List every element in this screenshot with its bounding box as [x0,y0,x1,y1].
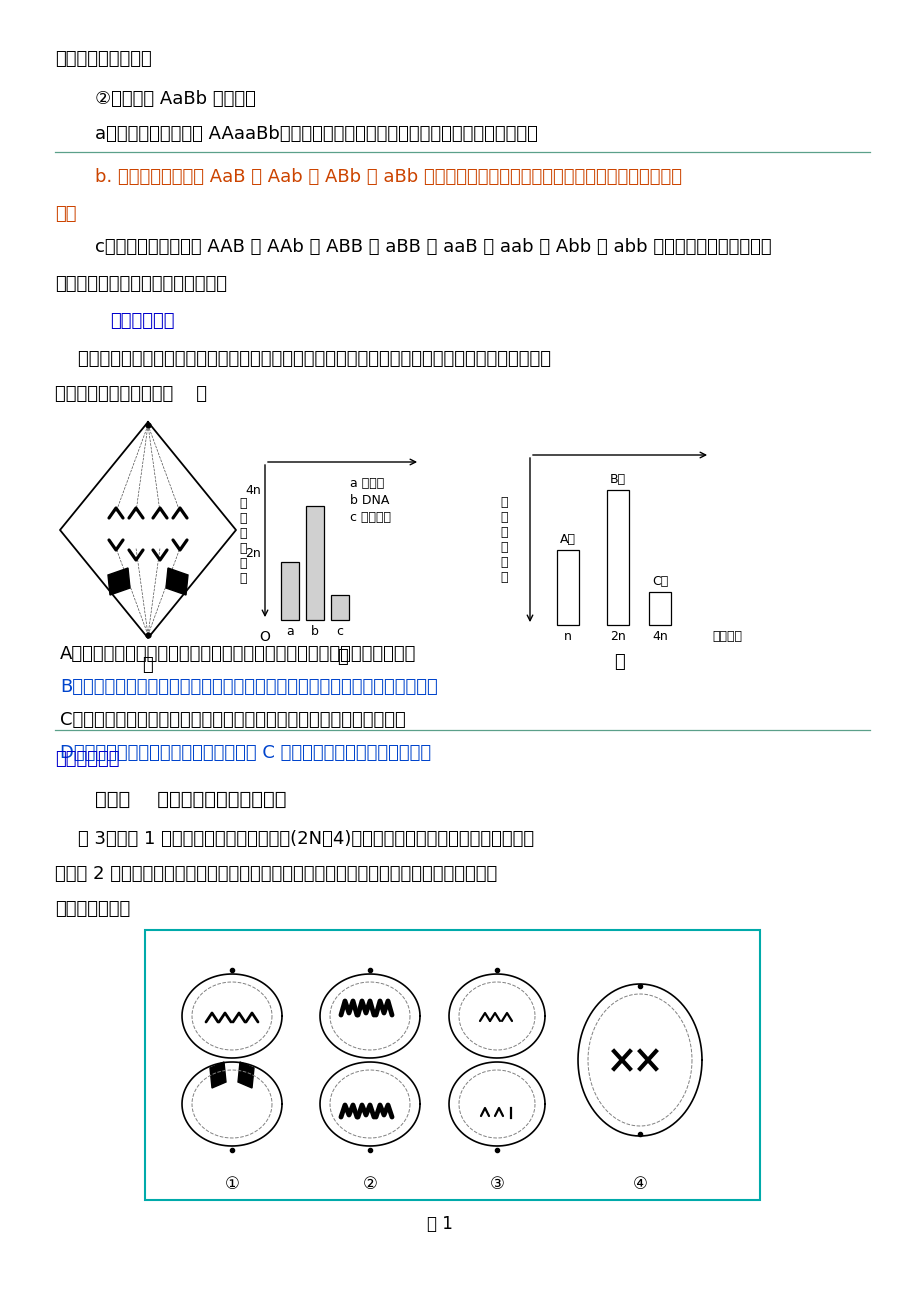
Text: 妹染色单体未分开。: 妹染色单体未分开。 [55,49,152,68]
Text: ④: ④ [632,1174,647,1193]
Text: a．若形成的子细胞是 AAaaBb，则形成原因是有丝分裂过程中姐妹染色单体未分开；: a．若形成的子细胞是 AAaaBb，则形成原因是有丝分裂过程中姐妹染色单体未分开… [95,125,538,143]
Polygon shape [210,1062,226,1088]
Polygon shape [108,568,130,595]
Text: 分裂过程中，姐妹染色单体未分开。: 分裂过程中，姐妹染色单体未分开。 [55,275,227,293]
Text: 丙: 丙 [614,654,625,671]
Bar [280,561,299,620]
Text: 甲: 甲 [142,656,153,674]
Text: a 染色体: a 染色体 [349,477,384,490]
Text: D．如果丙图表示精巢内的几种细胞，则 C 组细胞可发生联会并产生四分体: D．如果丙图表示精巢内的几种细胞，则 C 组细胞可发生联会并产生四分体 [60,743,431,762]
Bar [648,592,670,625]
Text: C．乙图所示细胞可能处于有丝分裂中期，此阶段染色体着丝点发生分裂: C．乙图所示细胞可能处于有丝分裂中期，此阶段染色体着丝点发生分裂 [60,711,405,729]
Text: ②: ② [362,1174,377,1193]
Text: 染色体数: 染色体数 [711,630,742,643]
Text: 细
胞
中
的
含
量: 细 胞 中 的 含 量 [239,497,246,585]
Text: B组: B组 [609,474,626,487]
Polygon shape [165,568,187,595]
Text: b. 若形成的子细胞是 AaB 或 Aab 或 ABb 或 aBb 类型，则形成原因是减数分裂过程中，同源染色体未分: b. 若形成的子细胞是 AaB 或 Aab 或 ABb 或 aBb 类型，则形成… [95,168,681,186]
Text: b DNA: b DNA [349,493,389,506]
Text: 2n: 2n [245,547,261,560]
Bar [331,595,348,620]
Text: 离；: 离； [55,204,76,223]
Bar [145,930,759,1200]
Text: 某生物兴趣小组观察了几种生物不同分裂时期的细胞，并根据观察结果绘制出如下图形。下列与图形: 某生物兴趣小组观察了几种生物不同分裂时期的细胞，并根据观察结果绘制出如下图形。下… [55,350,550,368]
Text: 图；图 2 表示该动物某器官内不同分裂时期的细胞中，三种结构或物质的相对数量。请据图: 图；图 2 表示该动物某器官内不同分裂时期的细胞中，三种结构或物质的相对数量。请… [55,865,496,883]
Text: C组: C组 [652,575,667,589]
Text: n: n [563,630,572,643]
Text: O: O [259,630,270,644]
Text: b: b [311,625,319,638]
Text: A组: A组 [560,534,575,547]
Text: 4n: 4n [652,630,667,643]
Bar [306,506,323,620]
Text: 乙: 乙 [336,648,347,667]
Text: 4n: 4n [245,484,261,497]
Text: 题型三    减数分裂与有丝分裂比较: 题型三 减数分裂与有丝分裂比较 [95,790,286,809]
Bar [607,491,629,625]
Text: 细
胞
相
对
数
目: 细 胞 相 对 数 目 [500,496,507,585]
Text: 例 3、下图 1 是用光学显微镜观察马蛔虫(2N＝4)某器官切片所绘制的四个细胞分裂示意: 例 3、下图 1 是用光学显微镜观察马蛔虫(2N＝4)某器官切片所绘制的四个细胞… [55,829,534,848]
Text: 回答以下问题：: 回答以下问题： [55,900,130,918]
Text: 有关的说法中正确的是（    ）: 有关的说法中正确的是（ ） [55,385,207,404]
Bar [556,551,578,625]
Text: ③: ③ [489,1174,504,1193]
Text: c．若形成的子细胞是 AAB 或 AAb 或 ABB 或 aBB 或 aaB 或 aab 或 Abb 或 abb 类型，则形成原因是减数: c．若形成的子细胞是 AAB 或 AAb 或 ABB 或 aBB 或 aaB 或… [95,238,771,256]
Text: A．甲图所示细胞处于有丝分裂后期，在此时期之前细胞中央出现了赤道板: A．甲图所示细胞处于有丝分裂后期，在此时期之前细胞中央出现了赤道板 [60,644,416,663]
Text: ②体细胞是 AaBb 杂合类型: ②体细胞是 AaBb 杂合类型 [95,90,255,108]
Text: 【热点题型】: 【热点题型】 [55,750,119,768]
Text: 【举一反三】: 【举一反三】 [110,312,175,329]
Text: c: c [336,625,343,638]
Text: B．乙图所示细胞可能处于减数第一次分裂后期，此阶段发生同源染色体的分离: B．乙图所示细胞可能处于减数第一次分裂后期，此阶段发生同源染色体的分离 [60,678,437,697]
Text: 2n: 2n [609,630,625,643]
Text: c 染色单体: c 染色单体 [349,510,391,523]
Text: 图 1: 图 1 [426,1215,452,1233]
Text: a: a [286,625,293,638]
Text: ①: ① [224,1174,239,1193]
Polygon shape [238,1062,254,1088]
